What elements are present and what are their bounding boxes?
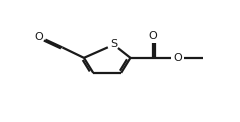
Text: O: O — [148, 31, 157, 41]
Text: O: O — [34, 32, 43, 42]
Text: O: O — [173, 53, 182, 63]
Text: S: S — [110, 39, 117, 49]
